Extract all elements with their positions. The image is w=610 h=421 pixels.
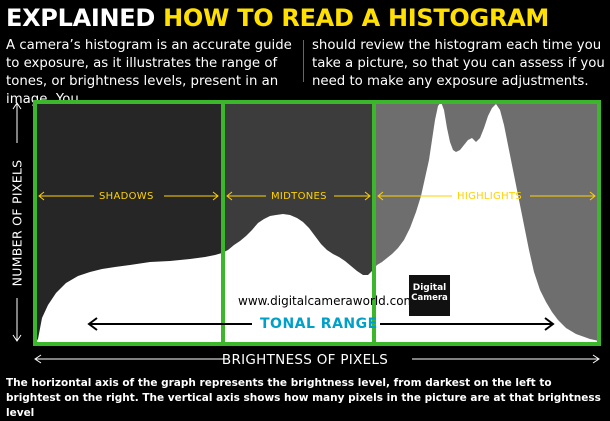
x-arrowhead-left	[34, 354, 42, 364]
intro-right: should review the histogram each time yo…	[312, 38, 605, 89]
y-axis-label: NUMBER OF PIXELS	[9, 159, 25, 287]
digital-camera-logo: Digital Camera	[409, 275, 450, 316]
x-axis-arrow	[34, 354, 600, 364]
tonal-arrowhead-right	[544, 317, 555, 331]
page-title: EXPLAINED HOW TO READ A HISTOGRAM	[6, 4, 549, 32]
y-arrowhead-top	[12, 102, 22, 110]
shadows-arrowhead-right	[212, 191, 219, 201]
zone-label-highlights: HIGHLIGHTS	[457, 191, 522, 202]
watermark-url: www.digitalcameraworld.com	[238, 294, 416, 308]
title-prefix: EXPLAINED	[6, 4, 155, 32]
x-arrowhead-right	[592, 354, 600, 364]
zone-arrows	[38, 191, 596, 201]
zone-label-shadows: SHADOWS	[99, 191, 154, 202]
zone-highlights-border	[372, 100, 601, 346]
logo-line2: Camera	[411, 293, 448, 303]
tonal-range-label: TONAL RANGE	[260, 316, 378, 332]
highlights-arrowhead-left	[377, 191, 384, 201]
zone-label-midtones: MIDTONES	[271, 191, 327, 202]
y-axis-arrow	[12, 102, 22, 342]
y-arrowhead-bottom	[12, 334, 22, 342]
y-axis: NUMBER OF PIXELS	[0, 100, 34, 346]
caption: The horizontal axis of the graph represe…	[6, 377, 601, 419]
highlights-arrowhead-right	[589, 191, 596, 201]
tonal-range-arrow	[87, 317, 555, 331]
x-axis-label: BRIGHTNESS OF PIXELS	[221, 352, 389, 368]
logo-line1: Digital	[412, 283, 447, 293]
midtones-arrowhead-right	[364, 191, 371, 201]
title-main: HOW TO READ A HISTOGRAM	[163, 4, 549, 32]
tonal-arrowhead-left	[87, 317, 98, 331]
histogram-curve	[35, 102, 599, 344]
intro-divider	[303, 40, 304, 82]
midtones-arrowhead-left	[226, 191, 233, 201]
shadows-arrowhead-left	[38, 191, 45, 201]
